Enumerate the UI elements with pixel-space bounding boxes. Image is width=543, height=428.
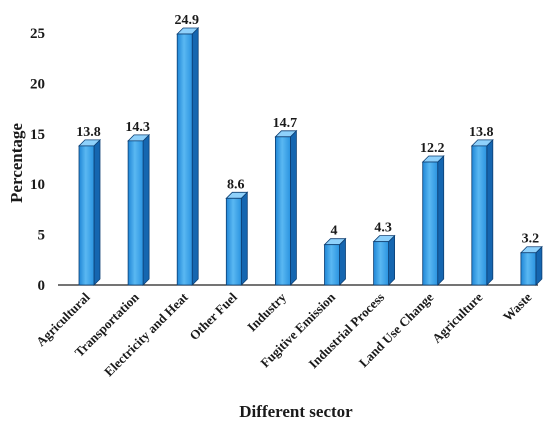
y-tick-label: 0	[38, 278, 46, 294]
y-tick-label: 25	[30, 26, 45, 42]
y-tick-label: 20	[30, 76, 45, 92]
bar-value-label: 12.2	[420, 141, 445, 156]
bar-side	[536, 247, 542, 285]
bar-front	[275, 137, 290, 285]
bar-7: 12.2	[420, 141, 445, 285]
bar-5: 4	[325, 224, 346, 285]
bars-group: 13.8 14.3 24.9 8.6 14.7 4 4.3 12.2 13.8 3.2	[76, 13, 542, 285]
bar-value-label: 13.8	[76, 125, 101, 140]
bar-8: 13.8	[469, 125, 494, 285]
bar-side	[94, 140, 100, 285]
bar-side	[438, 156, 444, 285]
bar-value-label: 8.6	[227, 177, 245, 192]
bar-front	[374, 242, 389, 285]
bar-front	[472, 146, 487, 285]
bar-value-label: 14.3	[125, 120, 150, 135]
bar-front	[325, 245, 340, 285]
bar-front	[79, 146, 94, 285]
bar-0: 13.8	[76, 125, 101, 285]
bar-1: 14.3	[125, 120, 150, 285]
bar-side	[143, 135, 149, 285]
x-tick-label: Industry	[244, 289, 289, 334]
bar-value-label: 13.8	[469, 125, 494, 140]
bar-front	[423, 162, 438, 285]
x-axis-title: Different sector	[239, 402, 353, 421]
y-tick-label: 5	[38, 228, 46, 244]
bar-side	[389, 236, 395, 285]
bar-front	[521, 253, 536, 285]
x-tick-label: Electricity and Heat	[101, 289, 191, 379]
bar-side	[241, 192, 247, 285]
bar-front	[128, 141, 143, 285]
bar-side	[340, 239, 346, 285]
bar-6: 4.3	[374, 221, 395, 285]
bar-front	[226, 198, 241, 285]
bar-side	[487, 140, 493, 285]
y-tick-labels: 0 5 10 15 20 25	[30, 26, 45, 294]
bar-9: 3.2	[521, 232, 542, 285]
bar-side	[290, 131, 296, 285]
x-tick-label: Other Fuel	[186, 289, 240, 343]
bar-3: 8.6	[226, 177, 247, 285]
x-tick-label: Agriculture	[429, 289, 486, 346]
bar-value-label: 14.7	[273, 116, 298, 131]
bar-4: 14.7	[273, 116, 298, 285]
bar-2: 24.9	[174, 13, 199, 285]
bar-value-label: 3.2	[522, 232, 540, 247]
y-tick-label: 10	[30, 177, 45, 193]
bar-front	[177, 34, 192, 285]
bar-value-label: 4	[331, 224, 338, 239]
bar-value-label: 4.3	[374, 221, 392, 236]
y-tick-label: 15	[30, 127, 45, 143]
bar-side	[192, 28, 198, 285]
y-axis-title: Percentage	[7, 123, 26, 203]
x-tick-label: Waste	[500, 289, 535, 324]
bar-value-label: 24.9	[174, 13, 199, 28]
